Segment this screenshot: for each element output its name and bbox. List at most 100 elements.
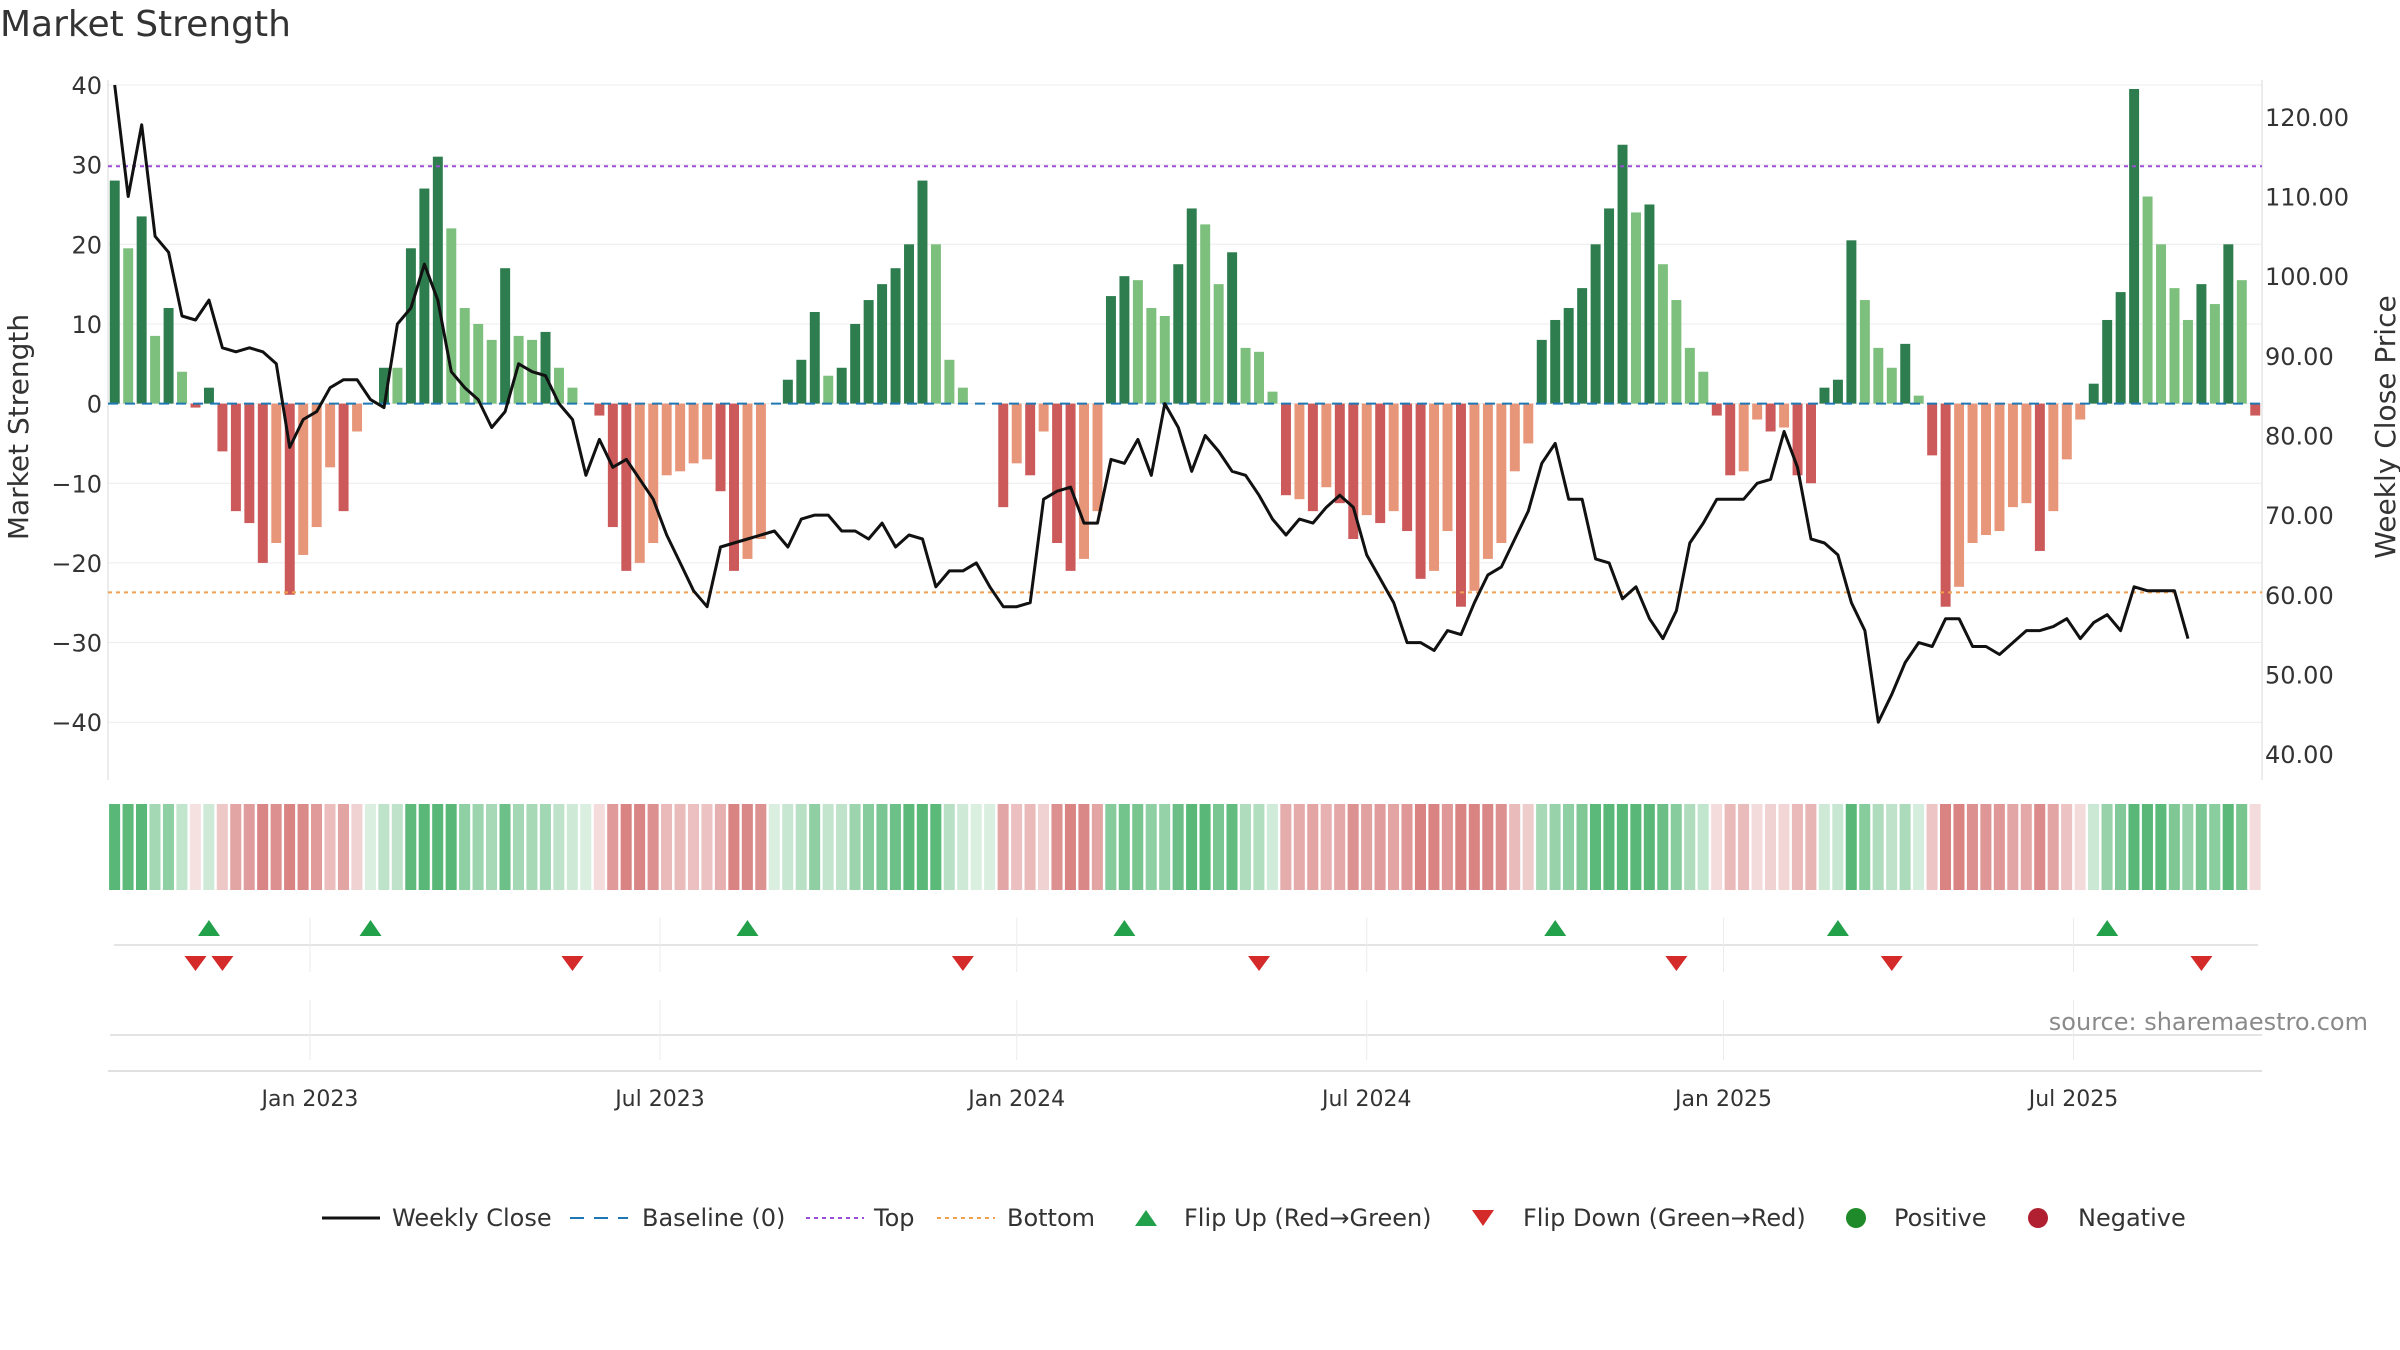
strength-bar [863,300,874,404]
strength-bar [284,403,295,595]
strength-bar [1213,284,1224,404]
heat-strip-cell [957,804,969,890]
heat-strip-cell [1374,804,1386,890]
source-credit: source: sharemaestro.com [2048,1008,2368,1036]
heat-strip-cell [472,804,484,890]
strength-bar [2088,383,2099,404]
heat-strip-cell [1724,804,1736,890]
strength-bar [944,359,955,404]
heat-strip-cell [1993,804,2005,890]
strength-bar [634,403,645,563]
flip-down-marker [951,956,974,971]
heat-strip-cell [1818,804,1830,890]
heat-strip-cell [580,804,592,890]
heat-strip-cell [687,804,700,890]
strength-bar [109,180,120,404]
heat-strip-cell [1495,804,1507,890]
y-tick-label-right: 100.00 [2265,263,2349,291]
heat-strip-cell [2088,804,2100,890]
strength-bar [1981,403,1991,536]
heat-strip-cell [1401,804,1413,890]
strength-bar [2169,288,2180,404]
strength-bar [190,403,201,408]
strength-bar [473,323,484,404]
heat-strip-cell [1630,804,1642,890]
y-tick-label-right: 90.00 [2265,343,2334,371]
heat-strip-cell [1361,804,1373,890]
strength-bar [1657,264,1668,404]
strength-bar [1321,403,1332,488]
heat-strip-cell [405,804,417,890]
strength-bar [715,403,726,492]
heat-strip-cell [1320,804,1332,890]
weekly-close-line [113,84,2190,724]
strength-bar [1752,403,1763,420]
strength-bar [1429,403,1440,571]
heat-strip-cell [1334,804,1346,890]
strength-bar [1684,347,1695,404]
heat-strip-cell [1616,804,1628,890]
heat-strip-cell [997,804,1009,890]
heat-strip-cell [284,804,296,890]
strength-bar [1294,403,1305,500]
strength-bar [2102,319,2113,404]
heat-strip-cell [2061,804,2073,890]
strength-bar [1025,403,1036,476]
legend-label: Flip Up (Red→Green) [1184,1204,1432,1232]
heat-strip-cell [539,804,551,890]
heat-strip-cell [2236,804,2248,890]
strength-bar [2236,280,2247,404]
chart-title: Market Strength [0,4,291,45]
heat-strip-cell [809,804,821,890]
strength-bar [217,403,228,452]
heat-strip-cell [1980,804,1992,890]
strength-bar [2196,284,2207,404]
legend-label: Top [873,1204,915,1232]
heat-strip-cell [607,804,619,890]
flip-up-marker [736,920,759,936]
legend-flip-down-swatch [1472,1210,1494,1226]
x-tick-label: Jul 2025 [2027,1087,2119,1112]
heat-strip-cell [768,804,780,890]
flip-down-marker [1880,956,1903,971]
strength-bar [2021,403,2032,504]
strength-bar [1415,403,1426,579]
strength-bar [904,244,914,404]
heat-strip-cell [1213,804,1225,890]
x-tick-label: Jan 2025 [1673,1087,1772,1112]
strength-bar [2209,304,2220,404]
heat-strip-cell [1764,804,1777,890]
flip-down-marker [1248,956,1271,971]
strength-bar [1523,403,1534,444]
heat-strip-cell [1307,804,1319,890]
heat-strip-cell [553,804,565,890]
heat-strip-cell [1199,804,1211,890]
heat-strip-cell [1738,804,1750,890]
strength-bar [257,403,268,563]
heat-strip-cell [1186,804,1198,890]
heat-strip-cell [2007,804,2019,890]
heat-strip-cell [836,804,848,890]
strength-bar [123,248,134,404]
strength-bar [163,308,174,404]
y-tick-label-left: −10 [51,470,102,498]
strength-bar [1900,343,1911,404]
heat-strip-cell [1778,804,1790,890]
heat-strip-cell [136,804,148,890]
heat-strip-cell [1549,804,1561,890]
heat-strip-cell [324,804,336,890]
strength-bar [2156,244,2167,404]
heat-strip-cell [1132,804,1144,890]
heat-strip-cell [1643,804,1655,890]
heat-strip-cell [1711,804,1723,890]
strength-bar [1765,403,1776,432]
heat-strip-cell [1468,804,1480,890]
heat-strip-cell [1105,804,1117,890]
strength-bar [554,367,564,404]
heat-strip-cell [2209,804,2221,890]
x-tick-label: Jul 2024 [1320,1087,1412,1112]
strength-bar [1186,208,1197,404]
heat-strip-cell [862,804,875,890]
heat-strip-cell [2182,804,2194,890]
heat-strip-cell [2101,804,2113,890]
